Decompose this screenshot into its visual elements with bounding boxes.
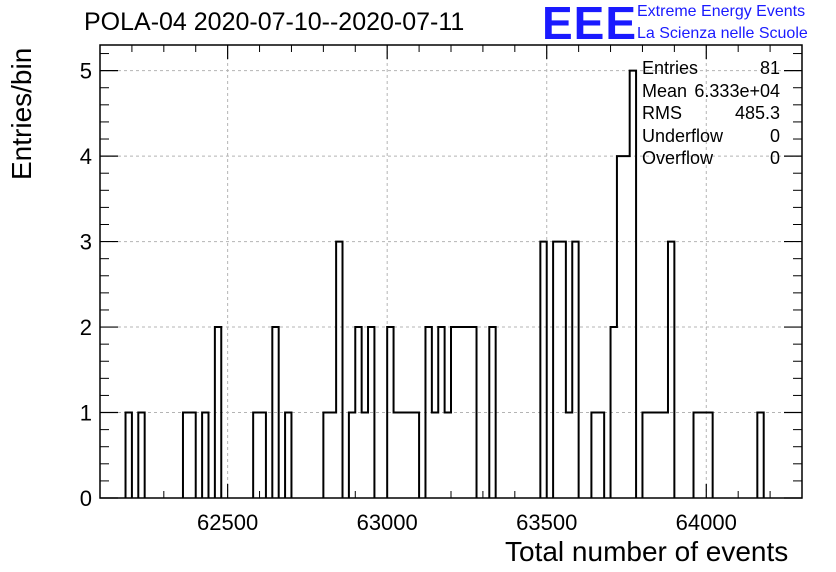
y-tick-label: 2: [80, 315, 92, 340]
stats-value: 0: [769, 148, 780, 168]
stats-value: 485.3: [734, 103, 780, 123]
y-tick-label: 4: [80, 144, 92, 169]
histogram-bin: [662, 413, 668, 498]
y-axis-label: Entries/bin: [6, 47, 37, 180]
stats-key: Entries: [642, 58, 699, 78]
y-tick-label: 3: [80, 230, 92, 255]
x-axis-label: Total number of events: [505, 536, 789, 567]
stats-key: Mean: [642, 80, 688, 101]
histogram-bin: [700, 413, 706, 498]
histogram-bin: [457, 327, 463, 498]
histogram-bin: [330, 413, 336, 498]
stats-row-mean: Mean 6.333e+04: [640, 81, 780, 104]
y-tick-label: 1: [80, 401, 92, 426]
stats-value: 81: [759, 58, 780, 78]
histogram-bin: [655, 413, 661, 498]
eee-line-1: Extreme Energy Events: [637, 3, 806, 20]
y-tick-label: 0: [80, 486, 92, 511]
histogram-bin: [432, 413, 438, 498]
stats-box: Entries 81 Mean 6.333e+04 RMS 485.3 Underfl…: [640, 58, 780, 171]
histogram-bin: [566, 413, 572, 498]
histogram-bin: [464, 327, 470, 498]
histogram-bin: [445, 413, 451, 498]
histogram-bin: [394, 413, 400, 498]
stats-key: Overflow: [642, 148, 714, 168]
y-tick-label: 5: [80, 59, 92, 84]
stats-row-underflow: Underflow 0: [640, 126, 780, 149]
histogram-outline: [124, 69, 765, 498]
histogram-bin: [400, 413, 406, 498]
stats-value: 6.333e+04: [694, 80, 780, 101]
histogram-bin: [362, 413, 368, 498]
histogram-bin: [406, 413, 412, 498]
stats-row-rms: RMS 485.3: [640, 103, 780, 126]
axis-ticks: 62500 63000 63500 64000 0 1 2 3 4 5: [80, 45, 803, 535]
stats-row-entries: Entries 81: [640, 58, 780, 81]
stats-key: Underflow: [642, 125, 724, 146]
histogram-bin: [649, 413, 655, 498]
x-tick-label: 62500: [197, 510, 258, 535]
stats-value: 0: [769, 125, 780, 146]
plot-frame: [99, 44, 803, 499]
eee-logo: EEE: [542, 0, 638, 49]
x-tick-label: 63500: [516, 510, 577, 535]
stats-key: RMS: [642, 103, 682, 123]
histogram-bin: [623, 156, 629, 498]
eee-line-2: La Scienza nelle Scuole: [637, 25, 808, 42]
x-tick-label: 63000: [357, 510, 418, 535]
chart-title: POLA-04 2020-07-10--2020-07-11: [84, 8, 465, 36]
stats-row-overflow: Overflow 0: [640, 148, 780, 171]
x-tick-label: 64000: [676, 510, 737, 535]
